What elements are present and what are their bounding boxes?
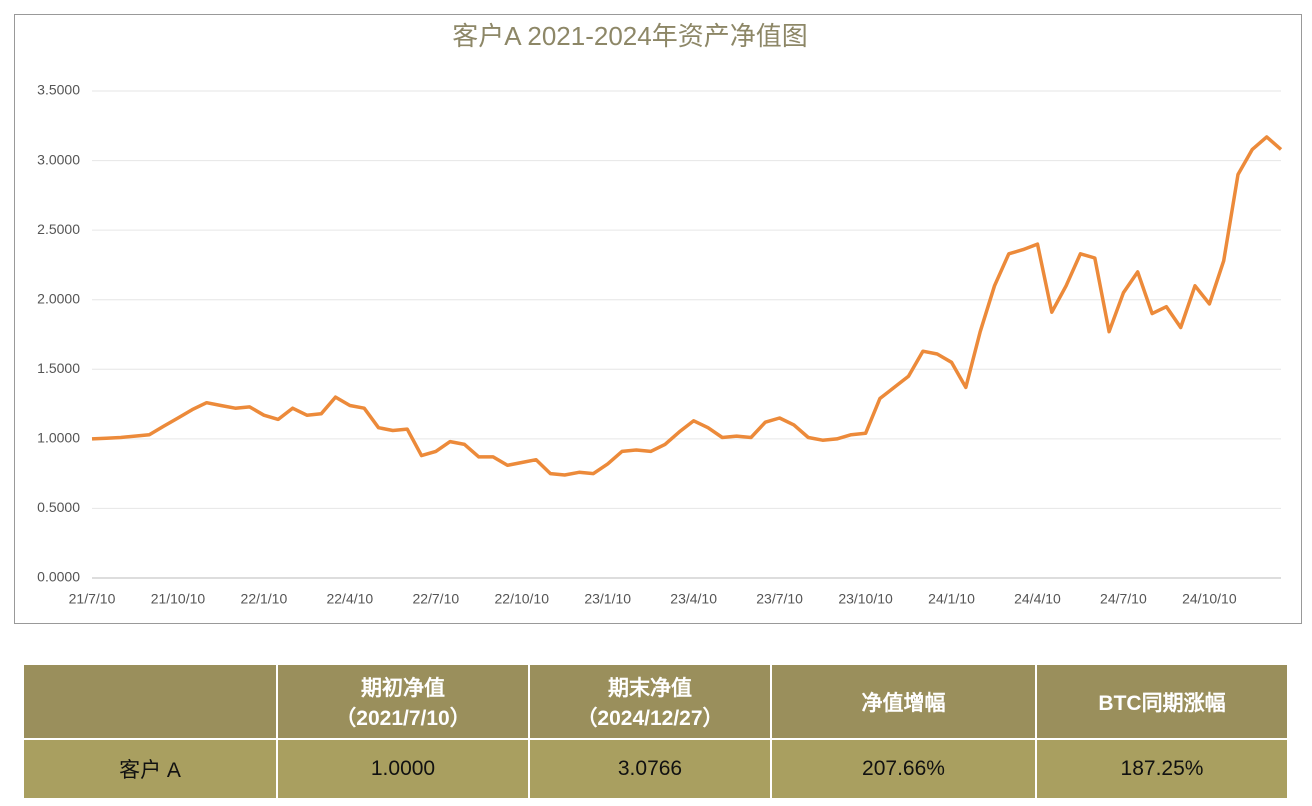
header-text: BTC同期涨幅 — [1098, 691, 1226, 715]
chart-title: 客户A 2021-2024年资产净值图 — [452, 21, 807, 51]
x-tick-label: 23/7/10 — [756, 591, 803, 607]
y-tick-label: 1.0000 — [37, 430, 80, 446]
y-tick-label: 1.5000 — [37, 360, 80, 376]
header-text: 净值增幅 — [861, 691, 946, 715]
body-cell: 客户 A — [24, 740, 276, 798]
x-tick-label: 22/7/10 — [412, 591, 459, 607]
header-cell: BTC同期涨幅 — [1037, 665, 1287, 738]
header-text: 期末净值 — [608, 676, 692, 700]
header-cell — [24, 665, 276, 738]
x-tick-label: 23/1/10 — [584, 591, 631, 607]
x-tick-label: 22/10/10 — [495, 591, 550, 607]
chart-frame — [14, 14, 1302, 624]
body-cell: 187.25% — [1037, 740, 1287, 798]
header-cell: 期末净值 （2024/12/27） — [530, 665, 770, 738]
x-tick-label: 23/10/10 — [838, 591, 893, 607]
chart: 客户A 2021-2024年资产净值图 0.0000 0.5000 1.0000 1.… — [14, 14, 1302, 624]
y-tick-label: 0.0000 — [37, 569, 80, 585]
x-tick-label: 24/4/10 — [1014, 591, 1061, 607]
x-tick-label: 23/4/10 — [670, 591, 717, 607]
x-tick-label: 22/1/10 — [241, 591, 288, 607]
body-cell: 207.66% — [772, 740, 1035, 798]
header-text: （2021/7/10） — [335, 706, 471, 730]
header-cell: 净值增幅 — [772, 665, 1035, 738]
x-tick-label: 21/10/10 — [151, 591, 206, 607]
header-text: （2024/12/27） — [576, 706, 724, 730]
y-tick-label: 3.0000 — [37, 151, 80, 167]
x-tick-label: 22/4/10 — [326, 591, 373, 607]
x-tick-label: 24/10/10 — [1182, 591, 1237, 607]
x-tick-label: 24/7/10 — [1100, 591, 1147, 607]
line — [91, 135, 1283, 477]
x-tick-label: 21/7/10 — [69, 591, 116, 607]
y-tick-label: 3.5000 — [37, 82, 80, 98]
header-cell: 期初净值 （2021/7/10） — [278, 665, 528, 738]
body-cell: 3.0766 — [530, 740, 770, 798]
x-tick-label: 24/1/10 — [928, 591, 975, 607]
header-text: 期初净值 — [361, 676, 445, 700]
y-tick-label: 0.5000 — [37, 499, 80, 515]
body-cell: 1.0000 — [278, 740, 528, 798]
y-tick-label: 2.0000 — [37, 290, 80, 306]
y-tick-label: 2.5000 — [37, 221, 80, 237]
